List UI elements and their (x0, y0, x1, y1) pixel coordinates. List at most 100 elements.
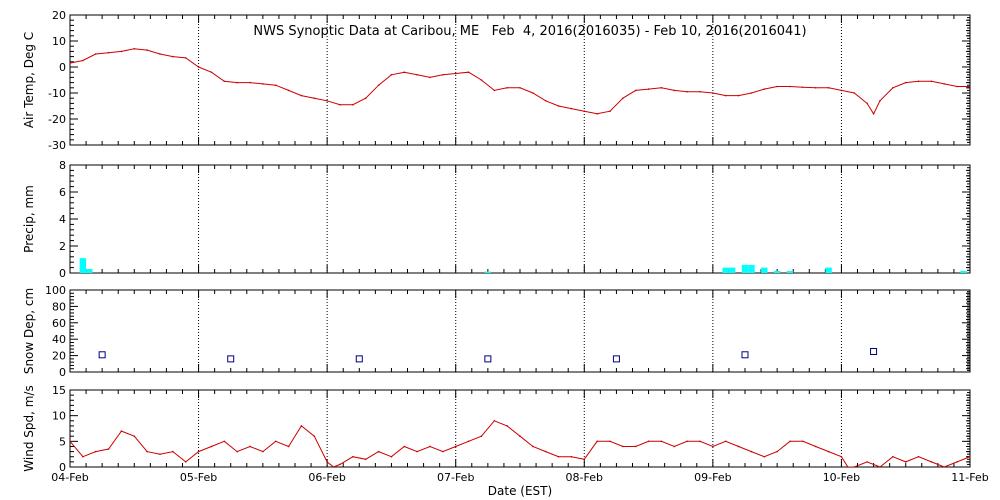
air_temp-point (699, 90, 701, 93)
wind_speed-point (763, 455, 766, 458)
air_temp-point (146, 49, 148, 51)
air_temp-point (557, 105, 560, 107)
air_temp-point (596, 113, 598, 115)
y-tick-label: 20 (52, 350, 66, 363)
wind_speed-point (390, 455, 393, 458)
precip-bar (86, 268, 93, 273)
air_temp-point (789, 85, 791, 88)
plot-frame (69, 389, 971, 468)
air_temp-point (493, 89, 496, 92)
wind_speed-point (609, 440, 611, 443)
air_temp-point (249, 81, 251, 84)
snow-depth-marker (98, 351, 106, 359)
air_temp-point (827, 87, 830, 89)
x-tick-label: 06-Feb (308, 471, 345, 484)
wind_speed-point (223, 440, 226, 443)
air_temp-point (352, 103, 354, 106)
air_temp-point (120, 50, 123, 53)
air_temp-point (184, 57, 187, 59)
air_temp-point (442, 74, 444, 76)
y-axis-label: Snow Dep, cm (22, 288, 36, 374)
air_temp-point (339, 103, 341, 106)
x-tick-label: 08-Feb (566, 471, 603, 484)
air_temp-point (866, 102, 868, 105)
precip-bar (825, 267, 832, 273)
wind_speed-point (210, 445, 213, 448)
wind_speed-point (660, 440, 663, 443)
panels: -30 -20 -10 0 10 20 Air Temp, Deg C 0 2 4 6 8 Precip… (22, 9, 989, 484)
air_temp-point (930, 80, 933, 83)
wind_speed-point (583, 458, 586, 461)
wind_speed-point (557, 455, 560, 458)
air_temp-point (377, 84, 380, 86)
air_temp-point (480, 79, 483, 81)
y-tick-label: 4 (59, 213, 66, 226)
wind_speed-point (737, 445, 740, 448)
wind_speed-point (364, 458, 367, 461)
wind_speed-point (416, 450, 418, 453)
snow-depth-marker (612, 355, 620, 363)
snow-depth-marker (870, 348, 878, 355)
wind_speed-point (313, 435, 316, 438)
wind_speed-point (827, 450, 830, 453)
wind_speed-point (332, 466, 335, 467)
snow-depth-marker (355, 355, 363, 363)
air_temp-point (300, 94, 303, 97)
precip-bar (748, 264, 755, 273)
wind_speed-point (969, 455, 970, 458)
chart-title: NWS Synoptic Data at Caribou, ME Feb 4, … (253, 24, 806, 39)
x-tick-label: 04-Feb (51, 471, 88, 484)
wind_speed-point (904, 461, 907, 463)
y-tick-label: 5 (59, 435, 66, 448)
air_temp-point (544, 100, 547, 102)
wind_speed-point (94, 450, 97, 453)
wind_speed-point (377, 450, 380, 453)
air_temp-point (776, 85, 778, 88)
air_temp-point (274, 84, 277, 86)
air_temp-point (609, 110, 611, 112)
air_temp-point (634, 89, 637, 92)
wind_speed-point (429, 445, 431, 448)
y-tick-label: 15 (52, 384, 66, 397)
wind_speed-point (673, 445, 676, 448)
wind_speed-point (724, 440, 727, 443)
air_temp-point (313, 97, 316, 99)
snow-depth-marker (484, 355, 492, 363)
air_temp-line (70, 48, 970, 115)
wind_speed-point (184, 461, 187, 463)
x-tick-label: 09-Feb (694, 471, 731, 484)
air_temp-point (840, 89, 843, 92)
precip-bar (773, 270, 781, 273)
air_temp-point (70, 62, 71, 64)
air_temp-point (519, 87, 521, 89)
wind_speed-point (70, 440, 71, 443)
snow-depth-marker (227, 355, 235, 363)
wind_speed-point (146, 450, 148, 453)
y-axis-label: Air Temp, Deg C (22, 32, 36, 128)
snow-depth-marker (741, 351, 749, 359)
y-axis-label: Precip, mm (22, 185, 36, 253)
precip-bar (722, 267, 729, 273)
y-tick-label: 100 (45, 284, 66, 297)
wind_speed-point (532, 445, 534, 448)
air_temp-point (570, 107, 573, 110)
air_temp-point (712, 92, 714, 94)
air_temp-point (917, 80, 920, 83)
wind_speed-point (352, 455, 354, 458)
air_temp-point (892, 87, 894, 89)
air_temp-point (236, 81, 238, 84)
y-tick-label: -20 (48, 113, 66, 126)
air_temp-point (364, 97, 367, 99)
air_temp-point (506, 87, 508, 89)
wind_speed-point (866, 461, 868, 463)
wind_speed-point (956, 461, 958, 463)
wind_speed-point (82, 455, 84, 458)
y-tick-label: 8 (59, 159, 66, 172)
panel-wind_speed: 0 5 10 15 Wind Spd, m/s 04-Feb 05-Feb 06-Feb 07-… (22, 384, 989, 484)
air_temp-point (737, 94, 740, 97)
y-axis-label: Wind Spd, m/s (22, 385, 36, 471)
x-tick-label: 05-Feb (180, 471, 217, 484)
wind_speed-point (403, 445, 406, 448)
wind_speed-point (686, 440, 688, 443)
y-tick-label: 80 (52, 300, 66, 313)
